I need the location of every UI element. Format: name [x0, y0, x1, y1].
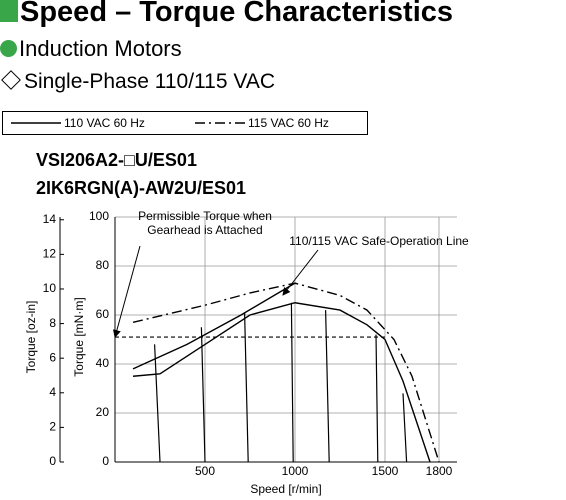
y2-tick-label: 2	[49, 420, 56, 434]
legend-label: 115 VAC 60 Hz	[248, 116, 329, 130]
load-line	[154, 344, 161, 463]
section-row: Single-Phase 110/115 VAC	[0, 70, 275, 94]
y-tick-label: 20	[96, 405, 110, 419]
legend: 110 VAC 60 Hz 115 VAC 60 Hz	[2, 111, 368, 135]
title-icon	[0, 0, 18, 22]
y-tick-label: 100	[89, 209, 109, 223]
y-tick-label: 40	[96, 356, 110, 370]
x-tick-label: 1000	[282, 464, 309, 478]
load-line	[290, 302, 294, 463]
title-row: Speed – Torque Characteristics	[0, 0, 453, 29]
x-tick-label: 500	[195, 464, 215, 478]
x-axis-label: Speed [r/min]	[250, 482, 321, 496]
load-line	[375, 334, 379, 463]
y2-tick-label: 8	[49, 316, 56, 330]
series-line	[132, 282, 440, 463]
series-line	[132, 302, 431, 463]
safe-operation-line	[132, 282, 296, 370]
model-name: VSI206A2-□U/ES01	[36, 150, 197, 170]
title: Speed – Torque Characteristics	[20, 0, 454, 28]
y2-tick-label: 0	[49, 454, 56, 468]
load-line	[200, 327, 206, 463]
legend-label: 110 VAC 60 Hz	[64, 116, 145, 130]
load-line	[244, 312, 249, 463]
annotation: 110/115 VAC Safe-Operation Line	[289, 234, 469, 248]
load-line	[402, 393, 408, 463]
y-tick-label: 60	[96, 307, 110, 321]
annotation: Permissible Torque when	[138, 209, 272, 223]
y2-tick-label: 4	[49, 385, 56, 399]
y-axis-label: Torque [mN·m]	[72, 297, 86, 376]
y-tick-label: 0	[102, 454, 109, 468]
load-line	[325, 310, 330, 463]
y2-tick-label: 10	[43, 281, 57, 295]
annotation: Gearhead is Attached	[147, 223, 262, 237]
y-tick-label: 80	[96, 258, 110, 272]
subtitle: Induction Motors	[19, 36, 182, 61]
chart: Torque [oz-in] Torque [mN·m] Speed [r/mi…	[24, 209, 469, 496]
section: Single-Phase 110/115 VAC	[24, 70, 275, 93]
y2-tick-label: 14	[43, 212, 57, 226]
x-tick-label: 1800	[426, 464, 453, 478]
leader	[282, 249, 319, 296]
y2-tick-label: 12	[43, 247, 57, 261]
model-name: 2IK6RGN(A)-AW2U/ES01	[36, 178, 247, 198]
x-tick-label: 1500	[372, 464, 399, 478]
y2-axis-label: Torque [oz-in]	[24, 301, 38, 374]
subtitle-row: Induction Motors	[0, 36, 182, 62]
section-icon	[1, 70, 21, 90]
subtitle-icon	[0, 40, 17, 57]
y2-tick-label: 6	[49, 350, 56, 364]
leader	[112, 245, 141, 339]
